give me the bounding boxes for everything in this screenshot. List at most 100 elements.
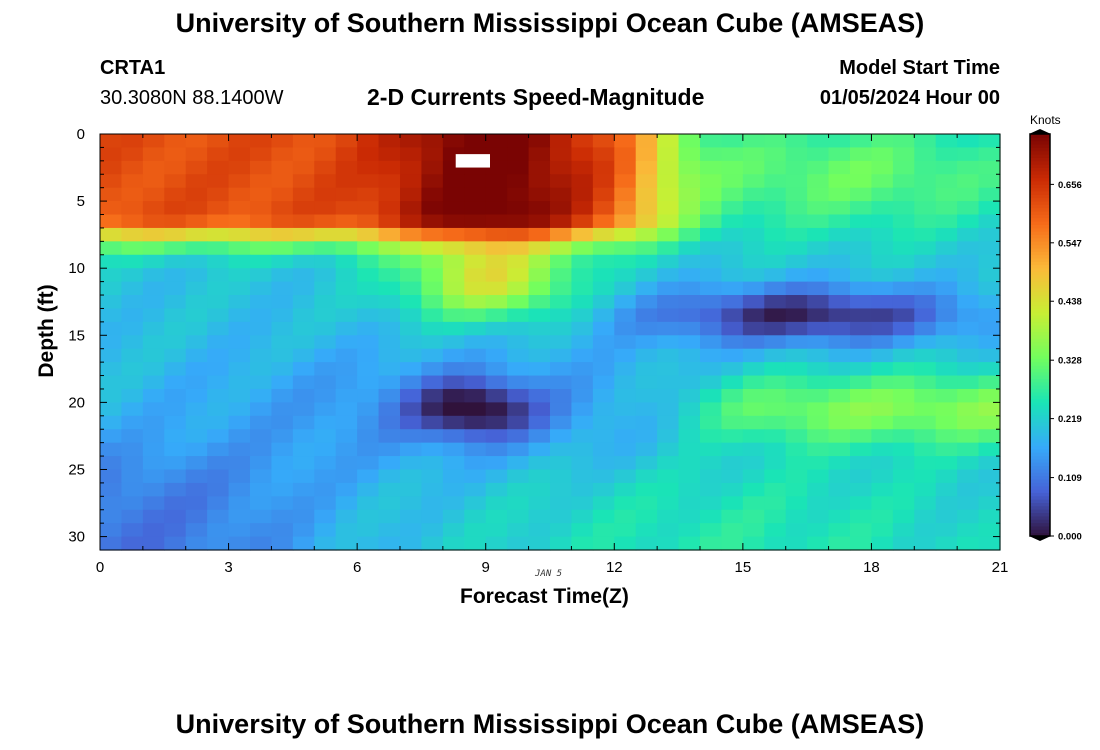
heatmap-cell <box>400 227 423 242</box>
heatmap-cell <box>807 509 830 524</box>
heatmap-cell <box>442 335 465 350</box>
heatmap-cell <box>292 469 315 484</box>
heatmap-cell <box>871 174 894 189</box>
colorbar-segment <box>1030 237 1050 242</box>
heatmap-cell <box>100 469 123 484</box>
heatmap-cell <box>292 442 315 457</box>
heatmap-cell <box>528 536 551 551</box>
heatmap-cell <box>807 429 830 444</box>
heatmap-cell <box>978 214 1001 229</box>
heatmap-cell <box>442 174 465 189</box>
heatmap-cell <box>678 174 701 189</box>
heatmap-cell <box>978 147 1001 162</box>
colorbar-segment <box>1030 234 1050 239</box>
heatmap-cell <box>142 201 165 216</box>
heatmap-cell <box>314 281 337 296</box>
heatmap-cell <box>742 348 765 363</box>
heatmap-cell <box>185 375 208 390</box>
heatmap-cell <box>421 254 444 269</box>
heatmap-cell <box>550 442 573 457</box>
heatmap-cell <box>892 348 915 363</box>
heatmap-cell <box>914 187 937 202</box>
x-axis-label: Forecast Time(Z) <box>460 585 629 608</box>
heatmap-cell <box>592 509 615 524</box>
heatmap-cell <box>442 241 465 256</box>
heatmap-cell <box>185 227 208 242</box>
heatmap-cell <box>507 308 530 323</box>
heatmap-cell <box>464 214 487 229</box>
heatmap-cell <box>914 308 937 323</box>
heatmap-cell <box>485 147 508 162</box>
heatmap-cell <box>700 321 723 336</box>
heatmap-cell <box>485 362 508 377</box>
heatmap-cell <box>292 388 315 403</box>
heatmap-cell <box>357 281 380 296</box>
colorbar-segment <box>1030 231 1050 235</box>
heatmap-cell <box>442 268 465 283</box>
heatmap-cell <box>978 227 1001 242</box>
heatmap-cell <box>142 254 165 269</box>
heatmap-cell <box>142 388 165 403</box>
heatmap-cell <box>357 254 380 269</box>
heatmap-cell <box>292 456 315 471</box>
heatmap-cell <box>357 536 380 551</box>
heatmap-cell <box>292 321 315 336</box>
heatmap-cell <box>378 241 401 256</box>
heatmap-cell <box>742 415 765 430</box>
heatmap-cell <box>742 281 765 296</box>
heatmap-cell <box>892 187 915 202</box>
heatmap-cell <box>421 362 444 377</box>
heatmap-cell <box>571 187 594 202</box>
heatmap-cell <box>121 241 144 256</box>
heatmap-cell <box>978 295 1001 310</box>
heatmap-cell <box>121 482 144 497</box>
heatmap-cell <box>978 388 1001 403</box>
heatmap-cell <box>271 160 294 175</box>
heatmap-cell <box>935 174 958 189</box>
heatmap-cell <box>185 187 208 202</box>
heatmap-cell <box>785 147 808 162</box>
heatmap-cell <box>764 402 787 417</box>
heatmap-cell <box>828 536 851 551</box>
colorbar-segment <box>1030 529 1050 534</box>
heatmap-cell <box>571 160 594 175</box>
heatmap-cell <box>721 415 744 430</box>
colorbar-segment <box>1030 395 1050 400</box>
heatmap-cell <box>400 174 423 189</box>
heatmap-cell <box>378 523 401 538</box>
heatmap-cell <box>550 308 573 323</box>
heatmap-cell <box>100 429 123 444</box>
heatmap-cell <box>464 496 487 511</box>
heatmap-cell <box>850 254 873 269</box>
heatmap-cell <box>957 536 980 551</box>
heatmap-cell <box>164 469 187 484</box>
heatmap-cell <box>357 160 380 175</box>
heatmap-cell <box>314 160 337 175</box>
heatmap-cell <box>292 482 315 497</box>
heatmap-cell <box>871 147 894 162</box>
heatmap-cell <box>721 482 744 497</box>
heatmap-cell <box>357 174 380 189</box>
heatmap-cell <box>828 321 851 336</box>
heatmap-cell <box>892 456 915 471</box>
colorbar-segment <box>1030 398 1050 403</box>
heatmap-cell <box>892 174 915 189</box>
heatmap-cell <box>892 523 915 538</box>
heatmap-cell <box>592 375 615 390</box>
heatmap-cell <box>464 335 487 350</box>
colorbar-segment <box>1030 418 1050 423</box>
colorbar-segment <box>1030 274 1050 279</box>
heatmap-cell <box>957 321 980 336</box>
colorbar-segment <box>1030 197 1050 202</box>
heatmap-cell <box>614 201 637 216</box>
heatmap-cell <box>250 160 273 175</box>
heatmap-cell <box>657 469 680 484</box>
heatmap-cell <box>464 295 487 310</box>
heatmap-cell <box>442 348 465 363</box>
heatmap-cell <box>528 187 551 202</box>
heatmap-cell <box>892 388 915 403</box>
heatmap-cell <box>442 469 465 484</box>
heatmap-cell <box>892 335 915 350</box>
heatmap-cell <box>314 268 337 283</box>
heatmap-cell <box>292 174 315 189</box>
